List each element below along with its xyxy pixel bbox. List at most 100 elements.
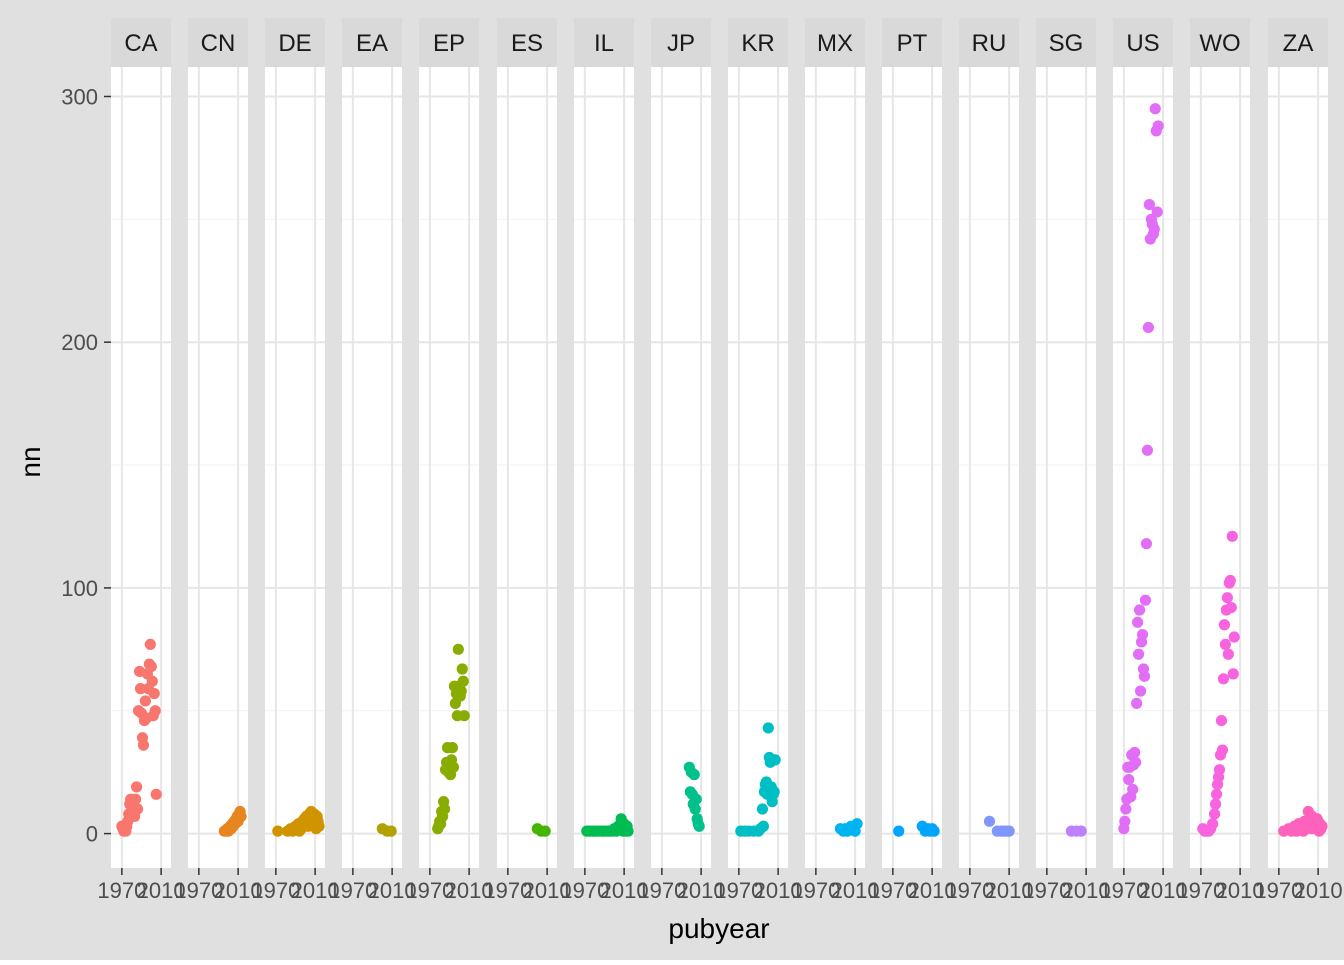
facet-strip: [188, 18, 248, 67]
facet-strip: [497, 18, 557, 67]
x-tick-label: 1970: [1254, 878, 1303, 903]
facet-strip: [1113, 18, 1173, 67]
x-tick-label: 2010: [1139, 878, 1188, 903]
facet-strip-label: CA: [124, 30, 157, 57]
x-tick-label: 1970: [868, 878, 917, 903]
data-point: [539, 825, 551, 837]
data-point: [1219, 638, 1231, 651]
facet-strip-label: IL: [594, 30, 614, 57]
facet-strip-label: EA: [356, 30, 388, 57]
x-tick-label: 1970: [405, 878, 454, 903]
data-point: [144, 638, 156, 651]
data-point: [1225, 601, 1237, 614]
x-tick-label: 2010: [291, 878, 340, 903]
data-point: [1133, 604, 1146, 616]
data-point: [1209, 808, 1221, 820]
facet-strip: [651, 18, 711, 67]
data-point: [1316, 820, 1328, 832]
x-tick-label: 1970: [1099, 878, 1148, 903]
data-point: [762, 722, 774, 734]
data-point: [1149, 103, 1161, 115]
data-point: [1123, 773, 1135, 786]
facet-strip: [265, 18, 325, 67]
data-point: [1224, 574, 1236, 587]
data-point: [688, 769, 700, 781]
data-point: [1148, 223, 1160, 235]
y-axis-title: nn: [15, 446, 46, 477]
data-point: [1216, 744, 1229, 756]
facet-strip-label: WO: [1199, 30, 1240, 57]
y-tick-label: 300: [61, 84, 98, 109]
data-point: [139, 695, 152, 707]
facet-strip: [1268, 18, 1328, 67]
x-tick-label: 1970: [1022, 878, 1071, 903]
data-point: [1207, 818, 1219, 830]
data-point: [1210, 788, 1223, 800]
data-point: [768, 786, 780, 798]
facet-strip: [342, 18, 402, 67]
data-point: [131, 803, 144, 815]
facet-strip: [882, 18, 942, 67]
x-tick-label: 2010: [1062, 878, 1111, 903]
x-tick-label: 1970: [714, 878, 763, 903]
data-point: [622, 825, 634, 837]
data-point: [1130, 756, 1142, 768]
data-point: [272, 825, 284, 837]
data-point: [145, 660, 157, 673]
data-point: [1222, 648, 1234, 660]
data-point: [130, 793, 142, 805]
data-point: [690, 793, 702, 805]
data-point: [1213, 764, 1226, 776]
facet-strip-label: EP: [433, 30, 465, 57]
facets-layer: CA19702010CN19702010DE19702010EA19702010…: [97, 18, 1343, 903]
data-point: [757, 820, 770, 832]
x-tick-label: 1970: [483, 878, 532, 903]
data-point: [1141, 444, 1154, 456]
data-point: [452, 643, 464, 655]
x-tick-label: 2010: [1294, 878, 1343, 903]
facet-strip: [1190, 18, 1250, 67]
data-point: [1003, 825, 1015, 837]
data-point: [235, 810, 247, 823]
data-point: [134, 683, 147, 695]
facet-strip-label: ZA: [1283, 30, 1314, 57]
data-point: [1139, 594, 1152, 606]
data-point: [149, 705, 161, 717]
data-point: [1132, 648, 1145, 660]
data-point: [1218, 619, 1231, 631]
y-tick-label: 100: [61, 576, 98, 601]
data-point: [146, 675, 158, 687]
data-point: [1152, 120, 1164, 132]
facet-strip-label: SG: [1049, 30, 1084, 57]
x-tick-label: 1970: [251, 878, 300, 903]
data-point: [438, 803, 451, 815]
data-point: [148, 687, 160, 700]
facet-strip: [959, 18, 1019, 67]
data-point: [1217, 673, 1230, 685]
x-tick-label: 2010: [831, 878, 880, 903]
data-point: [1136, 628, 1149, 641]
data-point: [1138, 670, 1151, 682]
x-tick-label: 1970: [560, 878, 609, 903]
y-tick-label: 0: [86, 822, 98, 847]
data-point: [893, 825, 905, 837]
x-tick-label: 2010: [1216, 878, 1265, 903]
x-tick-label: 1970: [97, 878, 146, 903]
facet-strip-label: KR: [741, 30, 774, 57]
facet-strip-label: RU: [972, 30, 1007, 57]
data-point: [455, 685, 467, 697]
facet-strip-label: JP: [667, 30, 695, 57]
data-point: [150, 788, 162, 800]
facet-strip-label: PT: [897, 30, 928, 57]
data-point: [1215, 714, 1228, 727]
